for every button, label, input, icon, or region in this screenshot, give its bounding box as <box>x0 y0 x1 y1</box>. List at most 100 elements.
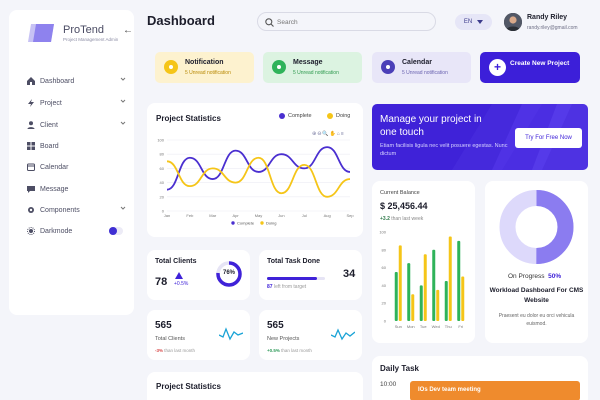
new-projects-mini-card: 565 New Projects +0.5% than last month <box>259 310 362 360</box>
notification-sub: 5 Unread notification <box>293 70 339 76</box>
promo-description: Etiam facilisis ligula nec velit posuere… <box>380 143 508 157</box>
kpi-sub: +0.5% than last month <box>267 348 312 353</box>
calendar-icon <box>26 163 36 171</box>
logo-icon <box>28 24 54 42</box>
legend-complete[interactable]: Complete <box>279 113 312 119</box>
avatar[interactable] <box>504 13 522 31</box>
kpi-label: Total Clients <box>155 336 185 342</box>
sparkline-icon <box>331 328 355 341</box>
card-title: Total Task Done <box>267 258 321 265</box>
bar-yellow-mon <box>411 294 415 321</box>
bar-yellow-thu <box>448 236 452 321</box>
y-tick-label: 20 <box>160 194 165 199</box>
language-selector[interactable]: EN <box>455 14 492 30</box>
trend-up-icon <box>175 272 183 279</box>
sidebar-item-label: Components <box>40 206 80 214</box>
sidebar-item-label: Board <box>40 142 59 150</box>
x-tick-label: Wed <box>432 324 440 329</box>
bar-yellow-wed <box>436 289 440 321</box>
x-tick-label: Jun <box>278 213 284 218</box>
chevron-down-icon <box>120 99 126 103</box>
progress-label-text: On Progress <box>508 273 545 280</box>
clients-ring <box>216 261 242 287</box>
language-label: EN <box>463 19 473 25</box>
kpi-change-text: than last month <box>163 348 196 353</box>
notification-card-notification[interactable]: Notification 5 Unread notification <box>155 52 254 83</box>
grid-icon <box>26 142 36 150</box>
card-title: Project Statistics <box>156 382 221 391</box>
collapse-sidebar-icon[interactable]: ← <box>123 25 133 36</box>
promo-title: Manage your project in one touch <box>380 114 482 138</box>
darkmode-toggle[interactable] <box>109 227 123 235</box>
create-project-label: Create New Project <box>510 60 570 67</box>
y-tick-label: 40 <box>382 283 387 288</box>
sidebar-item-board[interactable]: Board <box>26 139 126 153</box>
message-icon <box>272 60 286 74</box>
search-icon <box>265 18 274 27</box>
create-project-button[interactable]: + Create New Project <box>480 52 580 83</box>
home-icon <box>26 77 36 85</box>
bar-yellow-fri <box>461 276 465 321</box>
search-input[interactable] <box>277 17 427 27</box>
x-tick-label: Fri <box>458 324 463 329</box>
series-line-doing <box>166 156 351 198</box>
sidebar-item-calendar[interactable]: Calendar <box>26 160 126 174</box>
balance-change: +3.2 than last week <box>380 216 423 222</box>
card-title: Project Statistics <box>156 114 221 123</box>
balance-label: Current Balance <box>380 190 420 196</box>
user-name: Randy Riley <box>527 14 568 21</box>
sidebar-item-client[interactable]: Client <box>26 118 126 132</box>
x-tick-label: Apr <box>233 213 240 218</box>
legend-doing[interactable]: Doing <box>327 113 350 119</box>
kpi-change: +0.5% <box>174 281 189 287</box>
line-chart: 0 20 40 60 80 100 Jan Feb Mar Apr May Jun Jul Aug Sep C… <box>157 138 354 226</box>
task-sub: 87 left from target <box>267 284 306 290</box>
sidebar-item-components[interactable]: Components <box>26 203 126 217</box>
y-tick-label: 100 <box>157 138 164 143</box>
y-tick-label: 20 <box>382 301 387 306</box>
x-tick-label: Tue <box>420 324 428 329</box>
notification-card-calendar[interactable]: Calendar 5 Unread notification <box>372 52 471 83</box>
sidebar-item-project[interactable]: Project <box>26 96 126 110</box>
notification-card-message[interactable]: Message 5 Unread notification <box>263 52 362 83</box>
sidebar-item-label: Project <box>40 99 62 107</box>
brand-name: ProTend <box>63 24 104 36</box>
balance-change-value: +3.2 <box>380 216 390 222</box>
y-tick-label: 40 <box>160 180 165 185</box>
kpi-value: 78 <box>155 276 168 288</box>
chevron-down-icon <box>120 77 126 81</box>
chevron-down-icon <box>120 121 126 125</box>
user-email: randy.riley@gmail.com <box>527 25 578 31</box>
legend-dot <box>231 221 235 225</box>
progress-card: On Progress 50% Workload Dashboard For C… <box>485 181 588 343</box>
x-tick-label: Sun <box>395 324 402 329</box>
calendar-icon <box>381 60 395 74</box>
sidebar-item-dashboard[interactable]: Dashboard <box>26 74 126 88</box>
notification-icon <box>164 60 178 74</box>
x-tick-label: May <box>255 213 263 218</box>
user-icon <box>26 121 36 129</box>
legend-label: Doing <box>266 221 276 226</box>
total-clients-card: Total Clients 78 +0.5% 76% <box>147 250 250 300</box>
x-tick-label: Mon <box>407 324 415 329</box>
task-event[interactable]: IOs Dev team meeting <box>410 381 580 400</box>
user-avatar-icon <box>504 13 522 31</box>
task-progress-fill <box>267 277 318 280</box>
try-free-button[interactable]: Try For Free Now <box>515 128 582 148</box>
message-icon <box>26 185 36 193</box>
sidebar: ProTend Project Management Admin ← Dashb… <box>9 10 134 315</box>
card-title: Total Clients <box>155 258 197 265</box>
search-bar[interactable] <box>257 12 436 31</box>
ring-fill <box>216 261 242 287</box>
sidebar-item-message[interactable]: Message <box>26 182 126 196</box>
progress-percent: 50% <box>548 273 562 280</box>
bar-yellow-sun <box>398 245 402 321</box>
sparkline-icon <box>219 327 243 341</box>
notification-title: Message <box>293 59 323 66</box>
chart-toolbar[interactable]: ⊕⊖🔍✋⌂≡ <box>312 131 345 137</box>
y-tick-label: 0 <box>162 209 165 214</box>
daily-task-card: Daily Task 10:00 IOs Dev team meeting <box>372 356 588 400</box>
x-tick-label: Mar <box>209 213 217 218</box>
bar-green-wed <box>432 249 436 321</box>
project-statistics-card-2: Project Statistics <box>147 372 363 400</box>
